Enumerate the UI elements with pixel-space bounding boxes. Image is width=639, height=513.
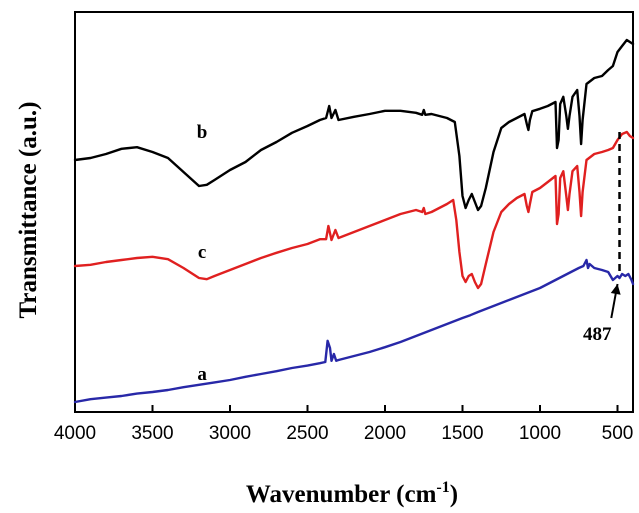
- x-tick-label-1500: 1500: [441, 423, 483, 444]
- annotation-arrowhead-487: [610, 284, 621, 295]
- series-label-a: a: [197, 364, 207, 385]
- x-tick-label-1000: 1000: [519, 423, 561, 444]
- plot-border: [74, 11, 634, 413]
- y-axis-title: Transmittance (a.u.): [15, 102, 42, 319]
- annotation-label-487: 487: [583, 324, 612, 345]
- x-tick-label-2500: 2500: [286, 423, 328, 444]
- x-axis-title: Wavenumber (cm-1): [246, 479, 458, 508]
- x-tick-label-3000: 3000: [209, 423, 251, 444]
- x-axis-title-superscript: -1: [436, 479, 449, 496]
- x-tick-label-500: 500: [602, 423, 634, 444]
- x-tick-label-3500: 3500: [131, 423, 173, 444]
- series-line-c: [73, 130, 635, 290]
- x-tick-label-4000: 4000: [54, 423, 96, 444]
- x-axis-title-main: Wavenumber (cm: [246, 481, 437, 508]
- plot-frame: [74, 11, 634, 413]
- series-line-b: [73, 38, 635, 212]
- x-axis-ticks: 4000 3500 3000 2500 2000 1500 1000 500: [54, 405, 633, 444]
- series-layer: [73, 38, 635, 404]
- annotations: 487: [583, 132, 621, 345]
- series-labels: b c a: [197, 122, 208, 385]
- series-line-a: [73, 258, 635, 404]
- series-label-c: c: [198, 242, 206, 263]
- series-label-b: b: [197, 122, 208, 143]
- x-tick-label-2000: 2000: [364, 423, 406, 444]
- x-axis-title-tail: ): [450, 481, 458, 508]
